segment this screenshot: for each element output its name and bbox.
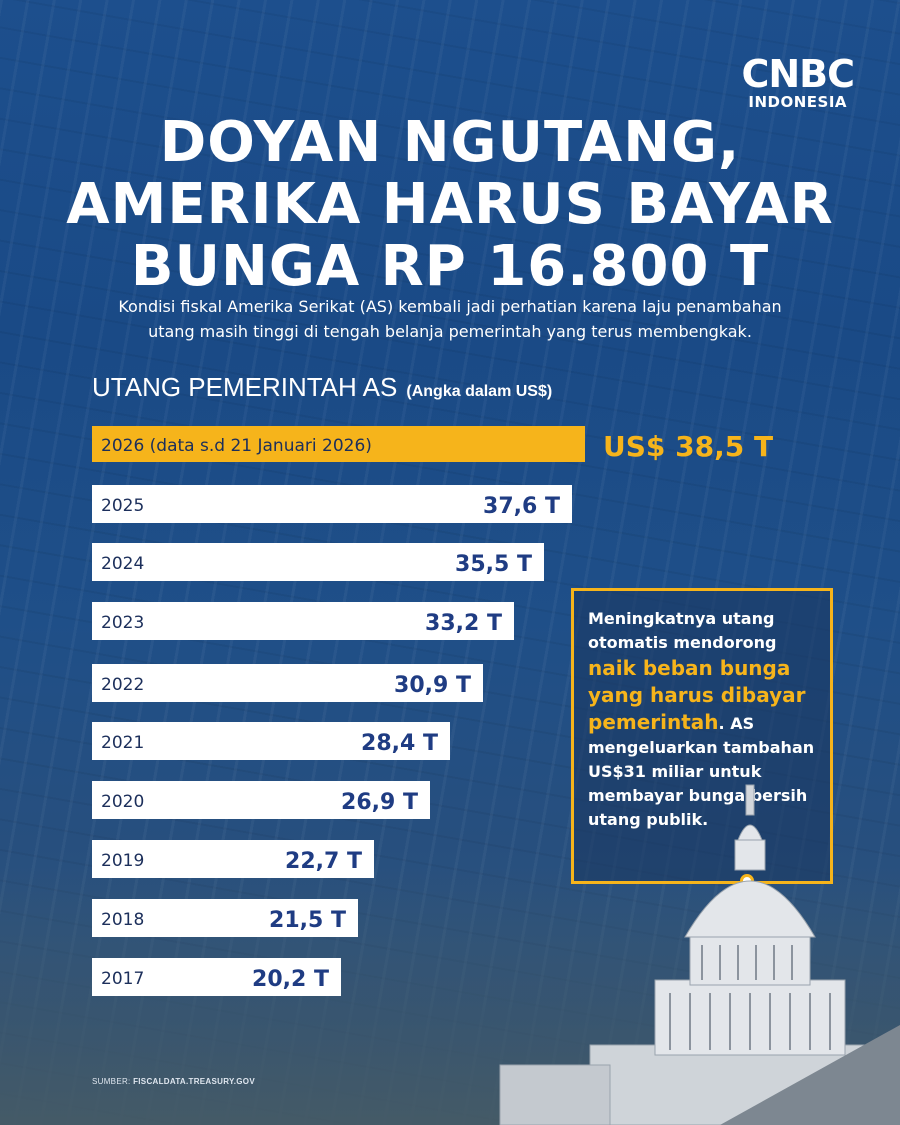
source-note: SUMBER: FISCALDATA.TREASURY.GOV (92, 1077, 255, 1086)
chart-heading: UTANG PEMERINTAH AS (Angka dalam US$) (92, 372, 552, 403)
subtitle-line-1: Kondisi fiskal Amerika Serikat (AS) kemb… (118, 297, 782, 316)
subtitle-line-2: utang masih tinggi di tengah belanja pem… (148, 322, 752, 341)
page-title: DOYAN NGUTANG, AMERIKA HARUS BAYAR BUNGA… (0, 112, 900, 298)
source-value: FISCALDATA.TREASURY.GOV (133, 1077, 255, 1086)
brand-logo: CNBC INDONESIA (741, 52, 855, 111)
capitol-building-icon (499, 784, 900, 1125)
annotation-text-1: Meningkatnya utang otomatis mendorong (588, 609, 777, 652)
subtitle: Kondisi fiskal Amerika Serikat (AS) kemb… (40, 294, 860, 344)
brand-name: CNBC (741, 52, 855, 96)
chart-unit-note: (Angka dalam US$) (406, 383, 553, 400)
title-line-2: AMERIKA HARUS BAYAR (66, 172, 834, 237)
source-label: SUMBER: (92, 1077, 131, 1086)
annotation-text-2: . AS mengeluarkan tambahan US$31 miliar … (588, 714, 815, 829)
annotation-box: Meningkatnya utang otomatis mendorong na… (571, 588, 833, 884)
title-line-1: DOYAN NGUTANG, (159, 110, 741, 175)
annotation-highlight: naik beban bunga yang harus dibayar peme… (588, 656, 806, 734)
title-line-3: BUNGA RP 16.800 T (130, 234, 770, 299)
brand-sub: INDONESIA (748, 93, 848, 111)
chart-title: UTANG PEMERINTAH AS (92, 372, 398, 402)
